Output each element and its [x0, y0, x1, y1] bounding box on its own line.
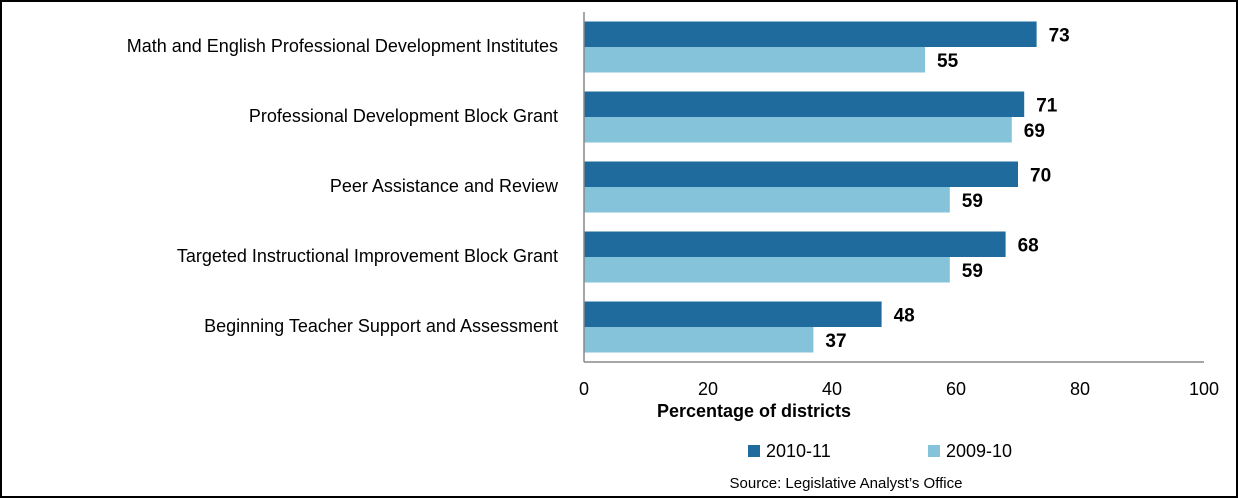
- x-tick-label: 100: [1189, 379, 1219, 399]
- value-label: 71: [1036, 95, 1058, 116]
- category-label: Peer Assistance and Review: [330, 176, 559, 196]
- x-tick-label: 60: [946, 379, 966, 399]
- source: Source: Legislative Analyst’s Office: [730, 475, 963, 492]
- bar: [584, 161, 1018, 187]
- legend-label: 2010-11: [766, 441, 831, 461]
- value-label: 37: [825, 331, 846, 352]
- bar: [584, 21, 1037, 47]
- value-label: 55: [937, 51, 959, 72]
- category-label: Beginning Teacher Support and Assessment: [204, 316, 558, 336]
- x-axis-label: Percentage of districts: [657, 401, 851, 421]
- x-tick-label: 0: [579, 379, 589, 399]
- x-tick-label: 20: [698, 379, 718, 399]
- legend-swatch: [928, 445, 940, 457]
- bar: [584, 47, 925, 73]
- value-label: 48: [894, 305, 915, 326]
- bar: [584, 301, 882, 327]
- value-label: 59: [962, 261, 983, 282]
- bar: [584, 117, 1012, 143]
- value-label: 70: [1030, 165, 1051, 186]
- bar: [584, 231, 1006, 257]
- legend-swatch: [748, 445, 760, 457]
- category-label: Targeted Instructional Improvement Block…: [177, 246, 558, 266]
- category-label: Professional Development Block Grant: [249, 106, 558, 126]
- bar: [584, 91, 1025, 117]
- bar: [584, 257, 950, 283]
- bar: [584, 327, 814, 353]
- x-tick-label: 40: [822, 379, 842, 399]
- category-label: Math and English Professional Developmen…: [127, 36, 558, 56]
- x-tick-label: 80: [1070, 379, 1090, 399]
- value-label: 59: [962, 191, 983, 212]
- bar: [584, 187, 950, 213]
- value-label: 69: [1024, 121, 1045, 142]
- value-label: 73: [1049, 25, 1070, 46]
- value-label: 68: [1018, 235, 1039, 256]
- legend-label: 2009-10: [946, 441, 1012, 461]
